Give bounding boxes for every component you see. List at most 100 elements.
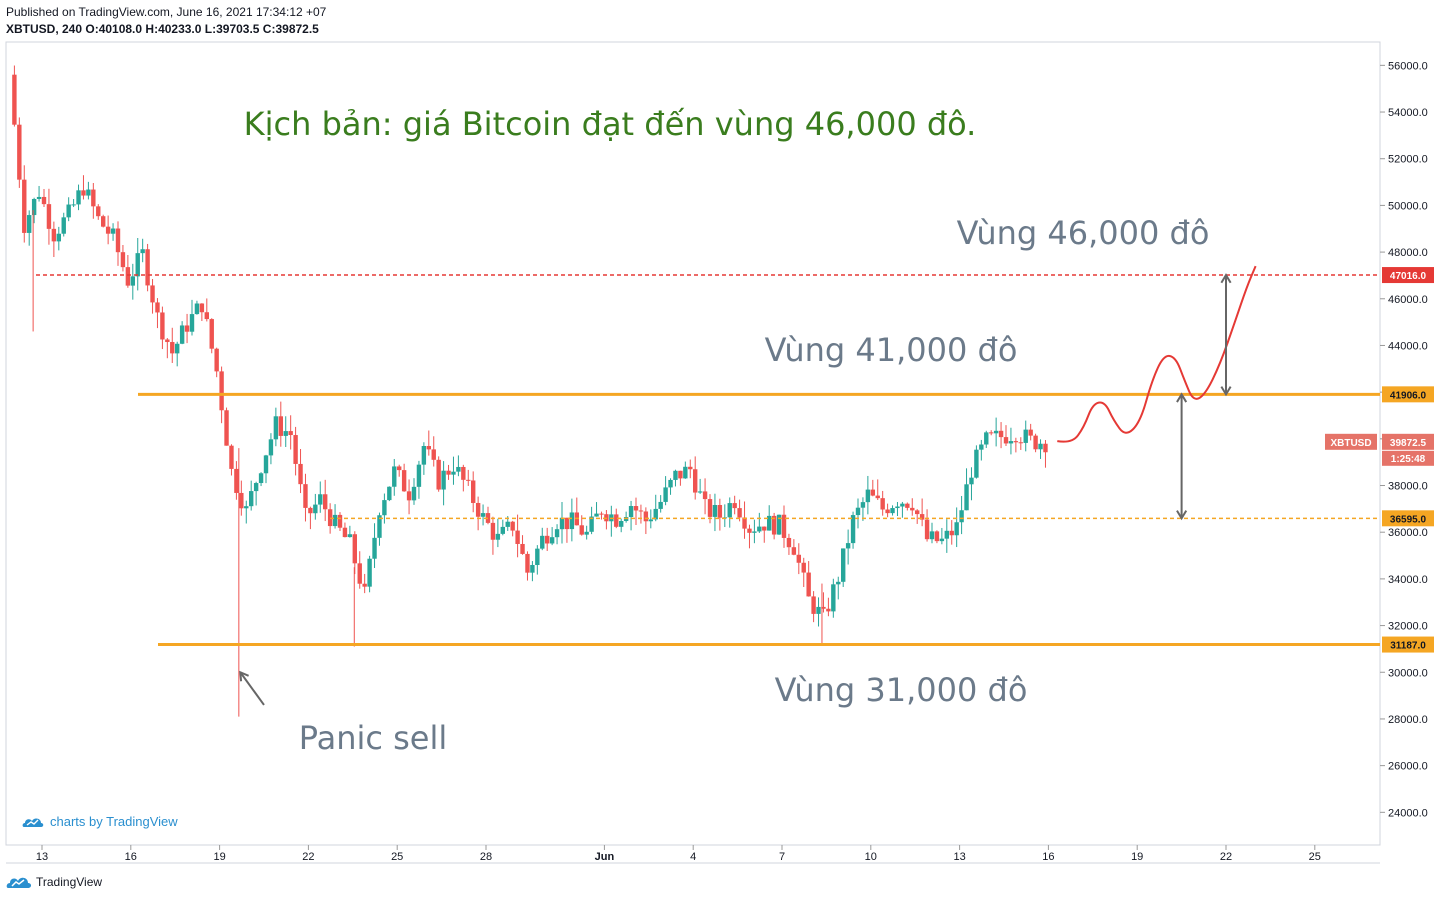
candle-body <box>165 339 170 343</box>
last-price-tag <box>1382 433 1434 450</box>
candle-body <box>875 495 880 499</box>
candle-body <box>865 489 871 503</box>
candle-body <box>362 583 367 587</box>
candle-body <box>919 514 925 520</box>
level-price-label: 47016.0 <box>1390 271 1427 282</box>
candle-body <box>939 538 945 542</box>
candle-body <box>115 228 121 253</box>
candle-body <box>924 519 930 540</box>
candle-body <box>229 445 234 469</box>
candle-body <box>767 515 772 531</box>
watermark-text: charts by TradingView <box>50 814 178 829</box>
candle-body <box>545 535 550 544</box>
level-price-label: 41906.0 <box>1390 390 1427 401</box>
level-price-tag <box>1382 386 1434 403</box>
y-tick-label: 38000.0 <box>1388 481 1428 493</box>
level-price-tag <box>1382 636 1434 653</box>
x-tick-label: 16 <box>1042 851 1054 863</box>
candle-body <box>31 198 37 216</box>
candle-body <box>786 537 792 548</box>
watermark[interactable]: charts by TradingView <box>22 814 178 829</box>
candle-body <box>135 253 140 277</box>
candle-body <box>989 432 994 434</box>
candle-body <box>998 430 1004 438</box>
candle-body <box>110 228 116 234</box>
candle-body <box>382 500 387 516</box>
candle-body <box>673 470 678 480</box>
panic-sell-arrow <box>239 671 265 706</box>
candle-body <box>66 204 71 218</box>
scenario-path <box>1057 265 1257 443</box>
candle-body <box>949 530 954 536</box>
candle-body <box>1028 429 1033 436</box>
candle-body <box>910 507 915 511</box>
candle-body <box>540 535 545 549</box>
x-tick-label: 16 <box>125 851 137 863</box>
candle-body <box>628 506 634 517</box>
candle-body <box>308 507 313 514</box>
candle-body <box>416 464 422 487</box>
candle-body <box>194 303 200 315</box>
candle-body <box>727 503 732 518</box>
candle-body <box>219 371 224 411</box>
y-tick-label: 48000.0 <box>1388 247 1428 259</box>
candle-body <box>712 505 718 517</box>
candle-body <box>633 506 639 511</box>
candle-body <box>244 506 249 509</box>
candle-body <box>752 531 757 533</box>
candle-body <box>732 503 737 509</box>
candle-body <box>979 444 984 450</box>
countdown-tag <box>1382 450 1434 466</box>
candle-body <box>801 562 806 573</box>
chart-title: Kịch bản: giá Bitcoin đạt đến vùng 46,00… <box>244 105 977 143</box>
candle-body <box>160 312 165 340</box>
candle-body <box>969 477 974 485</box>
annotation-label: Panic sell <box>299 719 448 757</box>
candle-body <box>648 519 653 522</box>
candle-body <box>1003 437 1009 444</box>
candle-body <box>1018 442 1023 444</box>
candle-body <box>855 507 861 516</box>
y-tick-label: 52000.0 <box>1388 154 1428 166</box>
candle-body <box>589 516 594 532</box>
annotation-label: Vùng 31,000 đô <box>775 671 1028 709</box>
candle-body <box>332 514 338 527</box>
candle-body <box>717 505 723 518</box>
candle-body <box>762 526 767 531</box>
candle-body <box>905 503 910 508</box>
candle-body <box>831 584 836 612</box>
candle-body <box>974 449 979 478</box>
candle-body <box>367 558 372 587</box>
candle-body <box>249 491 254 507</box>
candle-body <box>140 249 145 254</box>
level-price-tag <box>1382 510 1434 527</box>
candle-body <box>199 303 205 313</box>
footer-brand-text: TradingView <box>36 875 103 889</box>
footer-brand[interactable]: TradingView <box>6 874 102 890</box>
arrow-head-down <box>1220 386 1232 397</box>
candle-body <box>273 416 279 440</box>
candle-body <box>668 479 673 488</box>
x-tick-label: 25 <box>1309 851 1321 863</box>
candle-body <box>81 190 86 196</box>
x-tick-label: 19 <box>213 851 225 863</box>
candle-body <box>643 511 649 522</box>
last-price-label: 39872.5 <box>1390 438 1427 449</box>
candle-body <box>239 492 244 509</box>
candle-body <box>268 439 274 456</box>
candle-body <box>993 430 999 434</box>
candle-body <box>155 302 160 313</box>
candle-body <box>515 530 520 544</box>
candle-body <box>377 515 382 538</box>
candle-body <box>742 517 747 529</box>
symbol-tag-label: XBTUSD <box>1330 438 1371 449</box>
x-tick-label: 13 <box>36 851 48 863</box>
candle-body <box>17 124 22 180</box>
candle-body <box>401 470 407 492</box>
tradingview-logo-icon <box>6 877 32 888</box>
candle-body <box>209 319 214 349</box>
candle-body <box>614 514 619 527</box>
candle-body <box>46 204 52 229</box>
